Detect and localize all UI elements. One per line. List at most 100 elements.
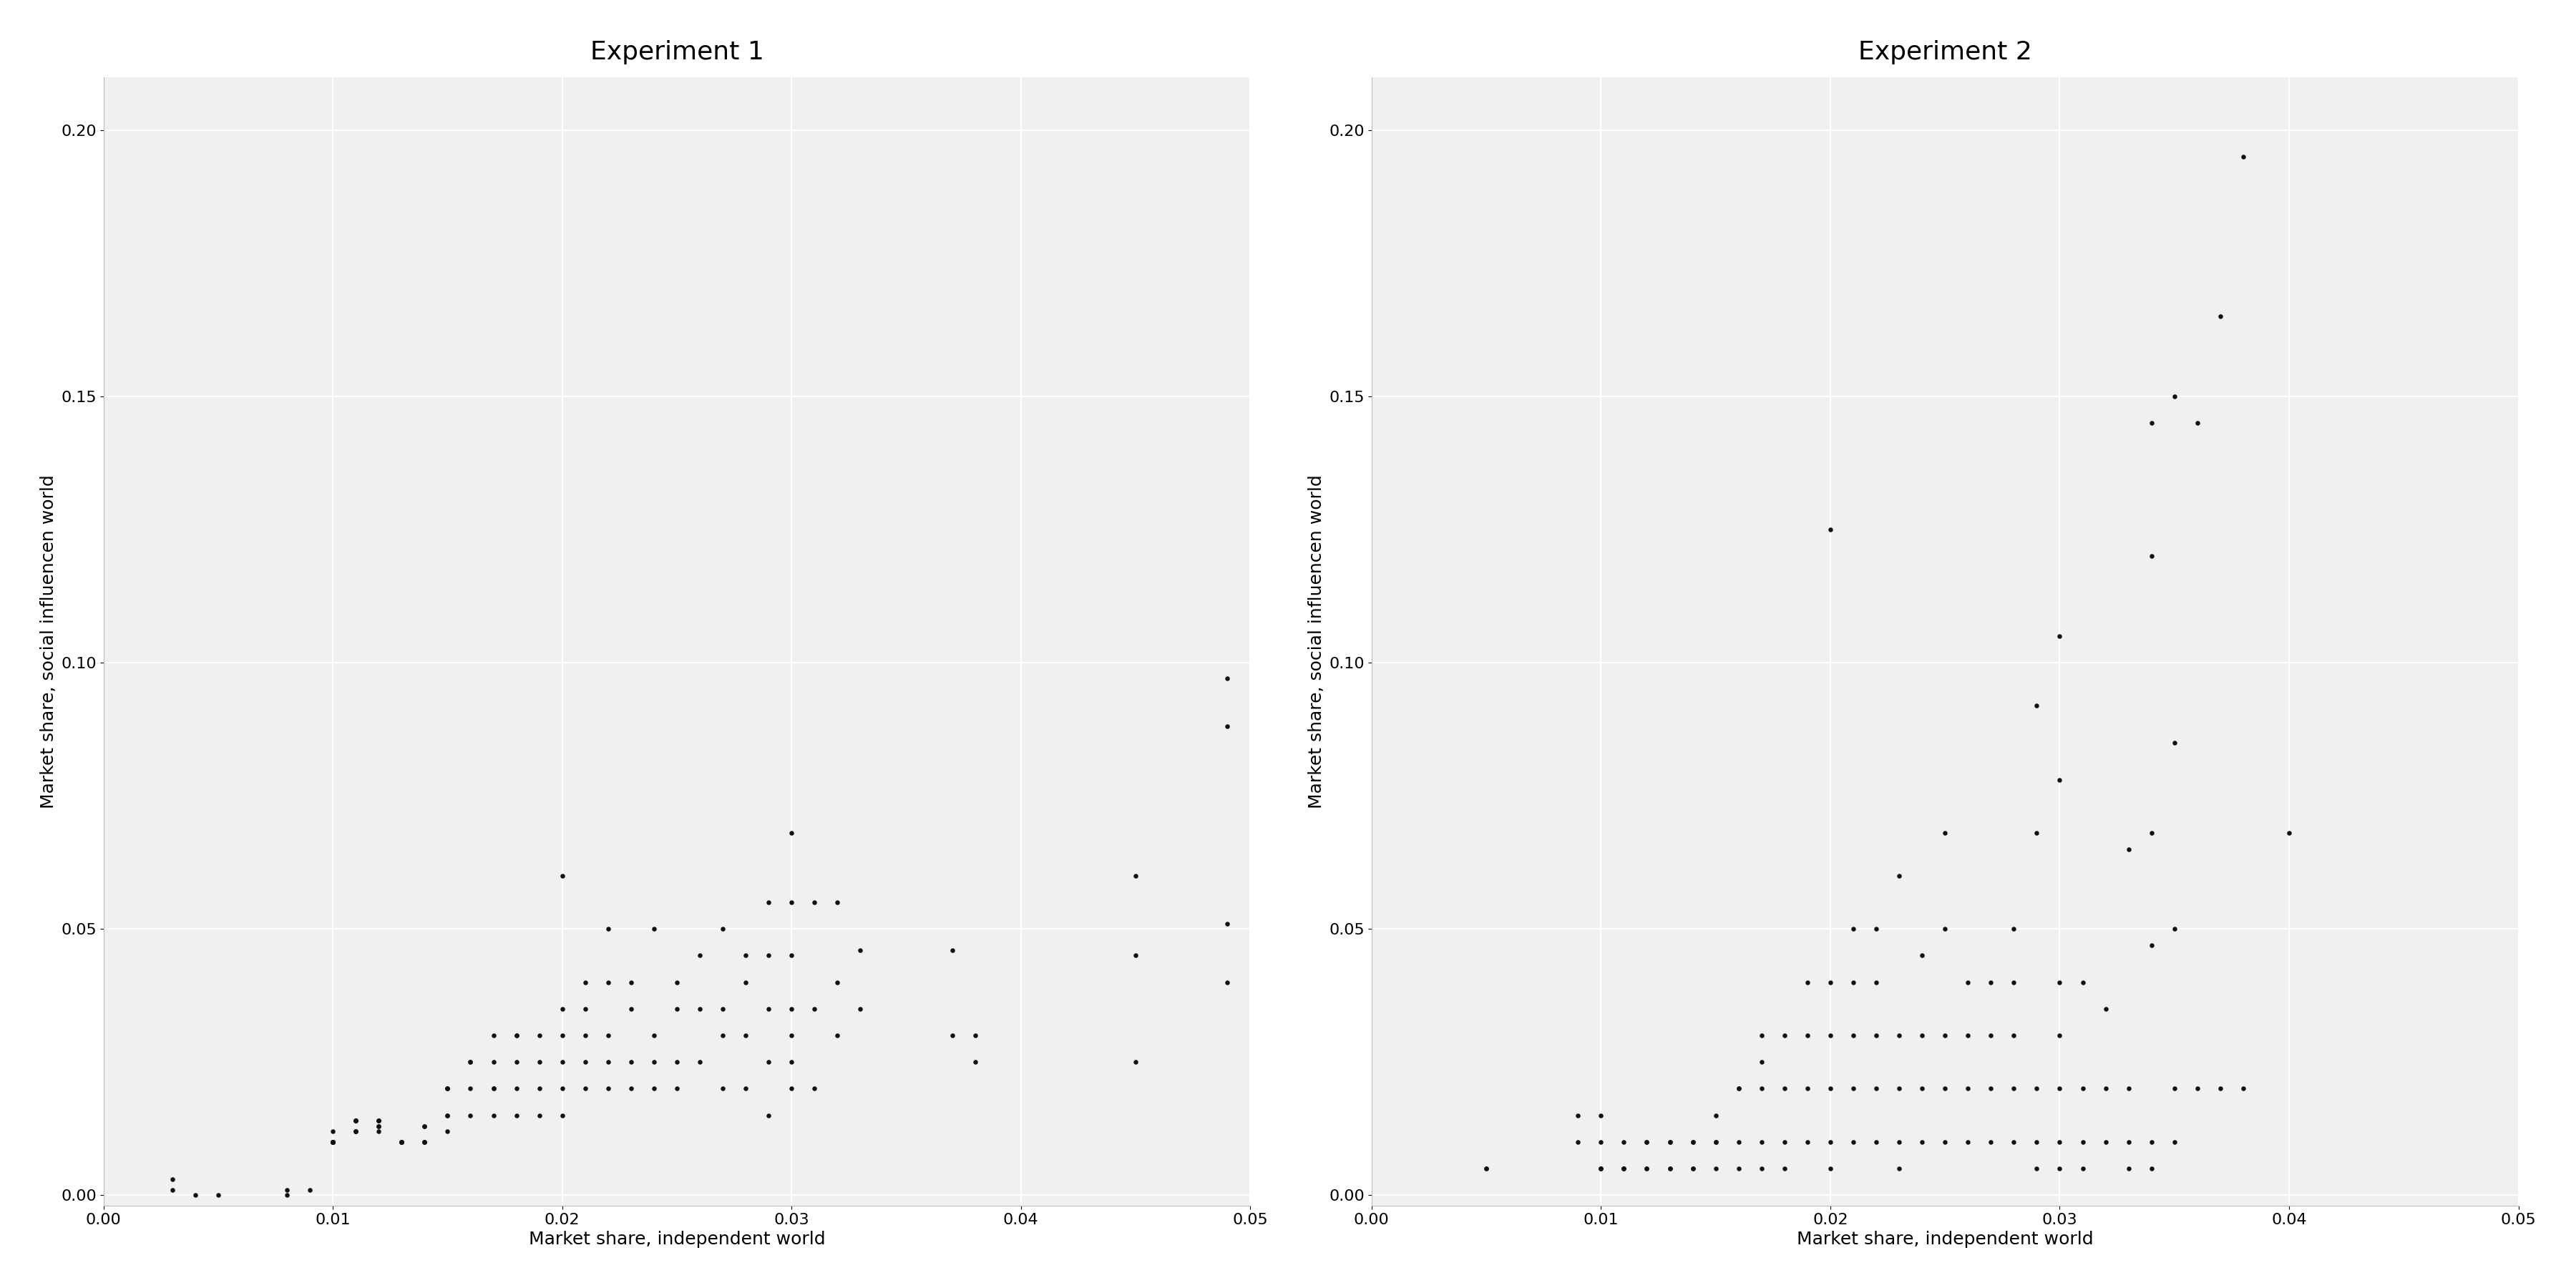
Point bbox=[956, 1052, 997, 1073]
Point bbox=[518, 1105, 559, 1126]
Point bbox=[1695, 1132, 1736, 1153]
Point bbox=[2223, 147, 2264, 167]
Point bbox=[1832, 1025, 1873, 1046]
Point bbox=[770, 1025, 811, 1046]
Point bbox=[335, 1110, 376, 1131]
Point bbox=[289, 1180, 330, 1200]
Point bbox=[1924, 1078, 1965, 1099]
Point bbox=[680, 945, 721, 966]
Point bbox=[1878, 1025, 1919, 1046]
Point bbox=[2223, 1078, 2264, 1099]
Point bbox=[2154, 733, 2195, 753]
Point bbox=[1741, 1158, 1783, 1179]
Point bbox=[1741, 1132, 1783, 1153]
Point bbox=[1901, 1132, 1942, 1153]
Point bbox=[2130, 546, 2172, 567]
Point bbox=[2107, 1158, 2148, 1179]
Point bbox=[312, 1132, 353, 1153]
Point bbox=[2084, 1132, 2125, 1153]
Point bbox=[541, 1105, 582, 1126]
Point bbox=[2130, 1132, 2172, 1153]
Point bbox=[1971, 1025, 2012, 1046]
Point bbox=[2177, 412, 2218, 433]
Point bbox=[474, 1052, 515, 1073]
Point bbox=[265, 1180, 307, 1200]
Point bbox=[793, 998, 835, 1019]
Point bbox=[1901, 1025, 1942, 1046]
Point bbox=[428, 1121, 469, 1141]
Point bbox=[703, 1078, 744, 1099]
Point bbox=[747, 945, 788, 966]
Point bbox=[1579, 1132, 1620, 1153]
Point bbox=[634, 1078, 675, 1099]
Point bbox=[770, 823, 811, 844]
Point bbox=[680, 998, 721, 1019]
Point bbox=[564, 1052, 605, 1073]
Point bbox=[1855, 972, 1896, 993]
Point bbox=[1695, 1132, 1736, 1153]
Point bbox=[1649, 1158, 1690, 1179]
Point bbox=[428, 1078, 469, 1099]
Point bbox=[1695, 1105, 1736, 1126]
Point bbox=[358, 1110, 399, 1131]
Point bbox=[587, 1025, 629, 1046]
Point bbox=[2017, 1132, 2058, 1153]
Point bbox=[1832, 1132, 1873, 1153]
Point bbox=[1855, 1078, 1896, 1099]
Point bbox=[817, 893, 858, 913]
Point bbox=[495, 1105, 536, 1126]
Point bbox=[451, 1105, 492, 1126]
X-axis label: Market share, independent world: Market share, independent world bbox=[1795, 1231, 2094, 1248]
Point bbox=[1855, 1132, 1896, 1153]
Title: Experiment 1: Experiment 1 bbox=[590, 40, 765, 64]
Point bbox=[495, 1052, 536, 1073]
Point bbox=[2154, 1132, 2195, 1153]
Point bbox=[1625, 1158, 1667, 1179]
Point bbox=[1832, 918, 1873, 939]
Point bbox=[1947, 1025, 1989, 1046]
Point bbox=[703, 918, 744, 939]
Point bbox=[2154, 386, 2195, 407]
Point bbox=[404, 1115, 446, 1136]
Point bbox=[657, 972, 698, 993]
Point bbox=[2084, 1078, 2125, 1099]
Point bbox=[2107, 838, 2148, 859]
Point bbox=[541, 866, 582, 886]
Point bbox=[657, 1078, 698, 1099]
Point bbox=[587, 972, 629, 993]
Point bbox=[474, 1078, 515, 1099]
Point bbox=[1901, 945, 1942, 966]
Point bbox=[933, 940, 974, 961]
Point bbox=[474, 1105, 515, 1126]
Point bbox=[634, 1052, 675, 1073]
Point bbox=[428, 1078, 469, 1099]
Point bbox=[611, 1078, 652, 1099]
Point bbox=[1878, 866, 1919, 886]
Point bbox=[770, 998, 811, 1019]
Point bbox=[1971, 972, 2012, 993]
Point bbox=[518, 1052, 559, 1073]
Point bbox=[587, 1078, 629, 1099]
Point bbox=[1947, 972, 1989, 993]
Point bbox=[1466, 1158, 1507, 1179]
Point bbox=[724, 945, 765, 966]
Point bbox=[1625, 1132, 1667, 1153]
Point bbox=[152, 1180, 193, 1200]
Point bbox=[1115, 866, 1157, 886]
Point bbox=[1971, 1078, 2012, 1099]
Point bbox=[1579, 1158, 1620, 1179]
Point bbox=[770, 945, 811, 966]
Point bbox=[381, 1132, 422, 1153]
Point bbox=[1811, 1025, 1852, 1046]
Point bbox=[587, 1052, 629, 1073]
Point bbox=[381, 1132, 422, 1153]
Point bbox=[518, 1078, 559, 1099]
Point bbox=[724, 1025, 765, 1046]
Point bbox=[1832, 972, 1873, 993]
Point bbox=[2061, 1158, 2102, 1179]
Point bbox=[564, 972, 605, 993]
Point bbox=[358, 1115, 399, 1136]
Point bbox=[1994, 1078, 2035, 1099]
Point bbox=[474, 1078, 515, 1099]
Point bbox=[2130, 823, 2172, 844]
